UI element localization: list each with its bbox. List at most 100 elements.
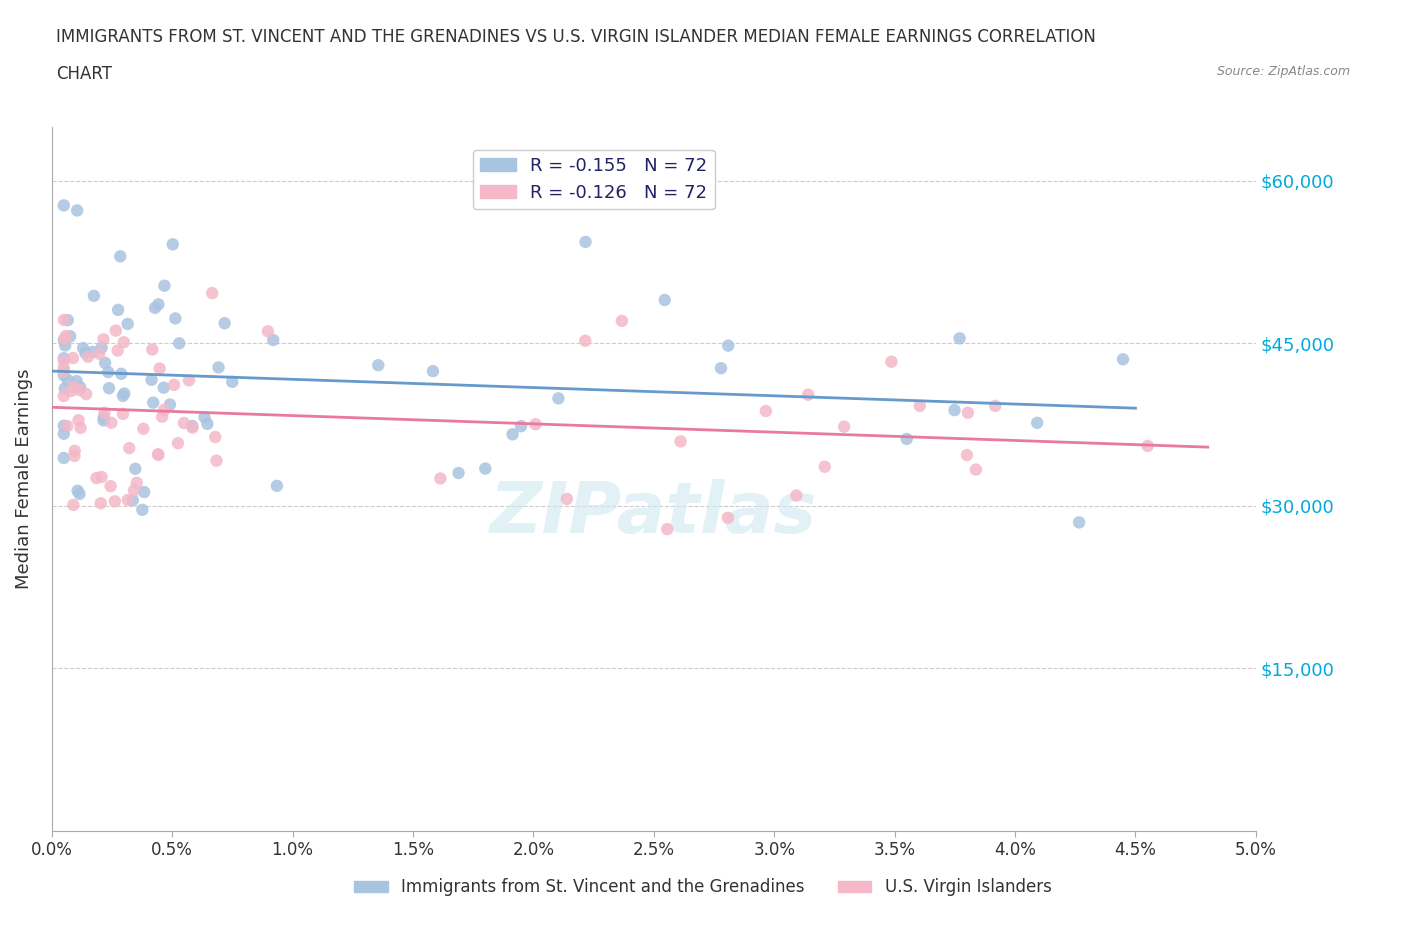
Point	[896, 432, 918, 446]
Point	[510, 418, 533, 433]
Point	[56, 373, 79, 388]
Point	[207, 360, 229, 375]
Point	[82, 344, 104, 359]
Point	[110, 366, 132, 381]
Point	[75, 346, 97, 361]
Point	[574, 333, 596, 348]
Point	[908, 398, 931, 413]
Point	[67, 413, 90, 428]
Point	[257, 324, 280, 339]
Point	[75, 387, 97, 402]
Point	[122, 483, 145, 498]
Point	[1112, 352, 1135, 366]
Point	[111, 389, 134, 404]
Point	[654, 293, 676, 308]
Point	[422, 364, 444, 379]
Point	[555, 492, 578, 507]
Point	[717, 511, 740, 525]
Point	[59, 329, 82, 344]
Text: IMMIGRANTS FROM ST. VINCENT AND THE GRENADINES VS U.S. VIRGIN ISLANDER MEDIAN FE: IMMIGRANTS FROM ST. VINCENT AND THE GREN…	[56, 28, 1097, 46]
Point	[118, 441, 141, 456]
Point	[657, 522, 679, 537]
Point	[90, 470, 112, 485]
Y-axis label: Median Female Earnings: Median Female Earnings	[15, 368, 32, 589]
Point	[832, 419, 855, 434]
Point	[148, 297, 170, 312]
Point	[142, 395, 165, 410]
Point	[93, 413, 115, 428]
Point	[193, 410, 215, 425]
Point	[134, 485, 156, 499]
Point	[214, 316, 236, 331]
Point	[117, 493, 139, 508]
Point	[107, 343, 129, 358]
Point	[56, 418, 79, 433]
Point	[181, 418, 204, 433]
Point	[201, 286, 224, 300]
Point	[150, 409, 173, 424]
Point	[165, 311, 187, 325]
Point	[66, 203, 89, 218]
Point	[131, 502, 153, 517]
Point	[94, 355, 117, 370]
Point	[93, 332, 115, 347]
Point	[52, 361, 75, 376]
Point	[53, 338, 76, 352]
Point	[112, 335, 135, 350]
Point	[90, 496, 112, 511]
Point	[77, 350, 100, 365]
Point	[266, 478, 288, 493]
Point	[121, 493, 143, 508]
Point	[63, 379, 86, 394]
Point	[53, 312, 76, 327]
Point	[148, 447, 170, 462]
Point	[367, 358, 389, 373]
Point	[262, 333, 284, 348]
Point	[53, 381, 76, 396]
Point	[69, 420, 91, 435]
Text: ZIPatlas: ZIPatlas	[491, 479, 817, 549]
Point	[181, 420, 204, 435]
Point	[547, 391, 569, 405]
Point	[177, 373, 200, 388]
Point	[502, 427, 524, 442]
Point	[880, 354, 903, 369]
Point	[949, 331, 972, 346]
Point	[152, 380, 174, 395]
Point	[93, 410, 115, 425]
Point	[785, 488, 807, 503]
Point	[104, 323, 127, 338]
Point	[167, 436, 190, 451]
Point	[72, 340, 94, 355]
Point	[132, 421, 155, 436]
Point	[55, 328, 77, 343]
Point	[447, 466, 470, 481]
Point	[52, 351, 75, 365]
Point	[429, 471, 451, 485]
Point	[52, 333, 75, 348]
Point	[117, 316, 139, 331]
Point	[153, 403, 176, 418]
Point	[814, 459, 837, 474]
Point	[143, 300, 166, 315]
Point	[943, 403, 966, 418]
Point	[205, 453, 228, 468]
Point	[159, 397, 181, 412]
Point	[104, 494, 127, 509]
Point	[52, 367, 75, 382]
Point	[98, 380, 121, 395]
Point	[195, 417, 218, 432]
Point	[474, 461, 496, 476]
Point	[984, 398, 1007, 413]
Point	[53, 332, 76, 347]
Point	[173, 416, 195, 431]
Point	[107, 302, 129, 317]
Point	[153, 278, 176, 293]
Point	[56, 312, 79, 327]
Point	[163, 378, 186, 392]
Point	[86, 471, 108, 485]
Point	[141, 372, 163, 387]
Point	[956, 405, 979, 420]
Point	[100, 479, 122, 494]
Point	[669, 434, 692, 449]
